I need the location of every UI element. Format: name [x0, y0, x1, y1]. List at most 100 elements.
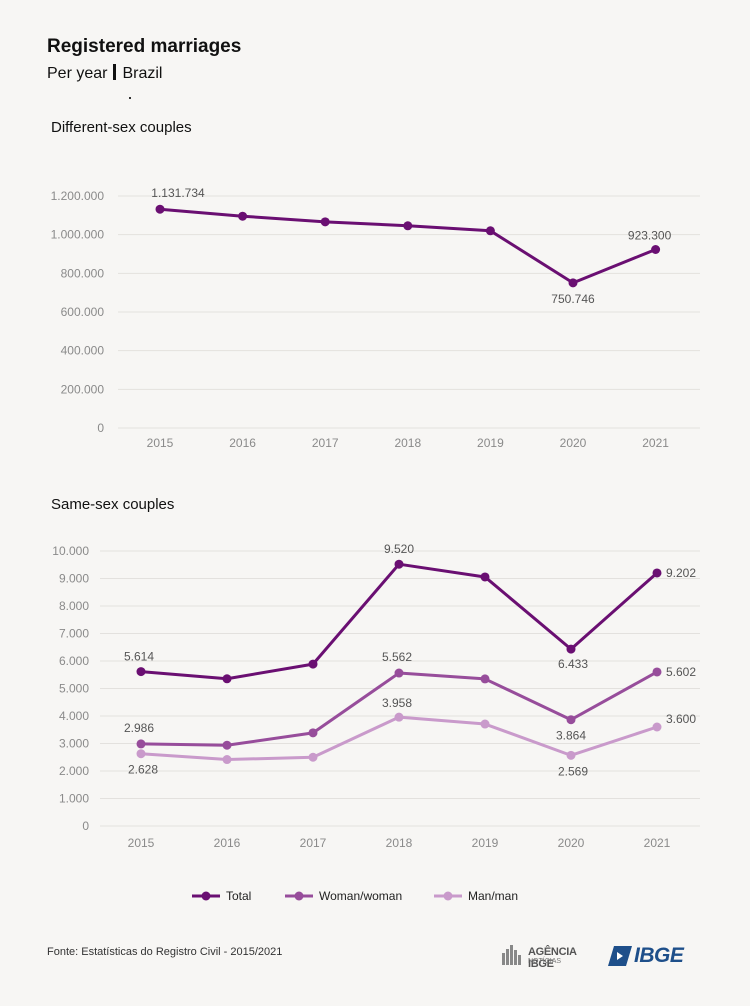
data-label: 750.746 — [551, 292, 595, 306]
y-tick-label: 7.000 — [59, 627, 89, 641]
data-label: 2.628 — [128, 763, 158, 777]
x-tick-label: 2018 — [394, 436, 421, 450]
data-point — [308, 728, 318, 738]
y-tick-label: 10.000 — [52, 544, 89, 558]
chart-legend: Total Woman/woman Man/man — [192, 889, 518, 903]
data-point — [136, 739, 146, 749]
y-tick-label: 4.000 — [59, 709, 89, 723]
x-tick-label: 2016 — [214, 836, 241, 850]
data-point — [566, 644, 576, 654]
x-tick-label: 2018 — [386, 836, 413, 850]
legend-label: Woman/woman — [319, 889, 402, 903]
y-tick-label: 800.000 — [61, 266, 105, 280]
data-label: 3.958 — [382, 696, 412, 710]
data-point — [136, 749, 146, 759]
y-tick-label: 1.200.000 — [51, 189, 105, 203]
y-tick-label: 600.000 — [61, 305, 105, 319]
data-label: 5.602 — [666, 665, 696, 679]
decorative-dot — [129, 97, 131, 99]
data-point — [238, 211, 248, 221]
data-point — [480, 572, 490, 582]
data-label: 923.300 — [628, 228, 672, 242]
ibge-logo-text: IBGE — [634, 944, 684, 967]
data-label: 9.520 — [384, 542, 414, 556]
data-label: 5.614 — [124, 650, 154, 664]
y-tick-label: 9.000 — [59, 572, 89, 586]
ibge-diamond-icon — [608, 946, 632, 966]
data-point — [222, 755, 232, 765]
chart-same-sex-couples: Same-sex couples 0 1.000 2.000 3.000 4.000 5.0… — [51, 496, 700, 850]
x-tick-label: 2021 — [642, 436, 669, 450]
page-subtitle: Per year Brazil — [47, 64, 162, 83]
legend-marker — [294, 891, 304, 901]
chart-title: Different-sex couples — [51, 119, 192, 136]
ibge-logo: IBGE — [608, 944, 703, 968]
agencia-bars-icon — [502, 945, 521, 965]
source-note: Fonte: Estatísticas do Registro Civil - … — [47, 946, 283, 958]
y-tick-label: 1.000 — [59, 792, 89, 806]
agencia-logo-text: AGÊNCIA IBGE — [528, 946, 577, 970]
data-point — [652, 667, 662, 677]
data-point — [403, 221, 413, 231]
legend-label: Total — [226, 889, 251, 903]
charts-canvas: Different-sex couples 0 200.000 400.000 600.… — [51, 119, 700, 903]
data-point — [480, 674, 490, 684]
y-tick-label: 2.000 — [59, 764, 89, 778]
data-label: 2.986 — [124, 721, 154, 735]
x-tick-label: 2015 — [147, 436, 174, 450]
x-tick-label: 2019 — [477, 436, 504, 450]
agencia-logo-subtext: NOTÍCIAS — [528, 958, 562, 965]
data-point — [394, 559, 404, 569]
x-tick-label: 2016 — [229, 436, 256, 450]
subtitle-period: Per year — [47, 65, 108, 82]
data-label: 3.600 — [666, 712, 696, 726]
x-tick-label: 2021 — [644, 836, 671, 850]
subtitle-separator — [113, 64, 117, 80]
data-point — [308, 752, 318, 762]
legend-marker — [201, 891, 211, 901]
data-point — [651, 244, 661, 254]
x-tick-label: 2017 — [300, 836, 327, 850]
agencia-ibge-logo: AGÊNCIA IBGE NOTÍCIAS — [502, 943, 602, 970]
y-tick-label: 0 — [97, 421, 104, 435]
data-label: 9.202 — [666, 566, 696, 580]
chart-title: Same-sex couples — [51, 496, 174, 513]
data-label: 2.569 — [558, 764, 588, 778]
data-point — [566, 715, 576, 725]
y-tick-label: 0 — [82, 819, 89, 833]
x-tick-label: 2019 — [472, 836, 499, 850]
data-point — [320, 217, 330, 227]
y-tick-label: 6.000 — [59, 654, 89, 668]
x-tick-label: 2020 — [558, 836, 585, 850]
x-tick-label: 2020 — [560, 436, 587, 450]
data-point — [136, 667, 146, 677]
data-label: 5.562 — [382, 650, 412, 664]
data-point — [394, 668, 404, 678]
x-tick-label: 2017 — [312, 436, 339, 450]
chart-different-sex-couples: Different-sex couples 0 200.000 400.000 600.… — [51, 119, 700, 450]
page-title: Registered marriages — [47, 36, 242, 57]
data-point — [222, 674, 232, 684]
x-tick-label: 2015 — [128, 836, 155, 850]
y-tick-label: 400.000 — [61, 344, 105, 358]
data-point — [480, 719, 490, 729]
data-point — [222, 740, 232, 750]
series-line — [159, 207, 657, 285]
data-point — [652, 568, 662, 578]
y-tick-label: 3.000 — [59, 737, 89, 751]
data-point — [568, 278, 578, 288]
data-point — [652, 722, 662, 732]
data-point — [308, 659, 318, 669]
data-label: 3.864 — [556, 729, 586, 743]
subtitle-region: Brazil — [122, 65, 163, 82]
y-tick-label: 1.000.000 — [51, 228, 105, 242]
y-tick-label: 5.000 — [59, 682, 89, 696]
y-tick-label: 200.000 — [61, 382, 105, 396]
data-point — [155, 204, 165, 214]
data-label: 6.433 — [558, 657, 588, 671]
legend-label: Man/man — [468, 889, 518, 903]
data-point — [485, 226, 495, 236]
data-point — [394, 712, 404, 722]
y-tick-label: 8.000 — [59, 599, 89, 613]
data-label: 1.131.734 — [151, 186, 205, 200]
